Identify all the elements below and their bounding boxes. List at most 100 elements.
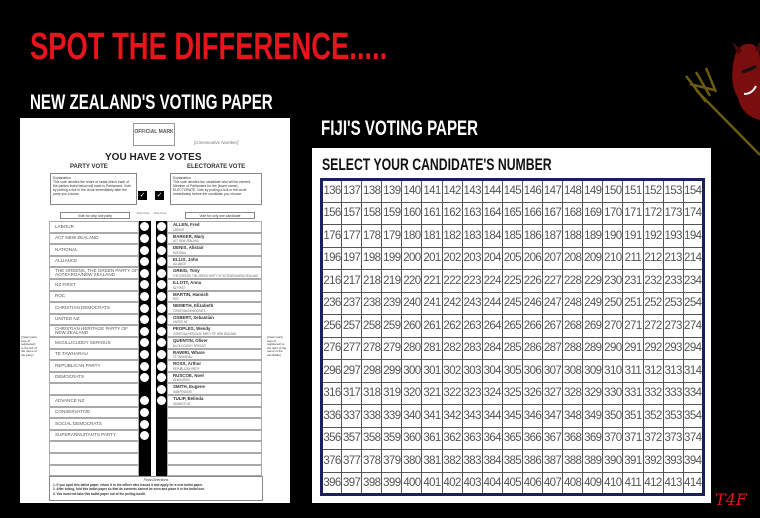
candidate-number-cell[interactable]: 402 bbox=[441, 471, 463, 495]
candidate-number-cell[interactable]: 381 bbox=[421, 449, 443, 473]
candidate-number-cell[interactable]: 150 bbox=[602, 179, 624, 203]
candidate-number-cell[interactable]: 397 bbox=[341, 471, 363, 495]
candidate-number-cell[interactable]: 414 bbox=[682, 471, 704, 495]
candidate-vote-circle[interactable] bbox=[157, 233, 166, 243]
candidate-number-cell[interactable]: 226 bbox=[521, 269, 544, 293]
candidate-number-cell[interactable]: 354 bbox=[682, 404, 704, 428]
candidate-number-cell[interactable]: 260 bbox=[401, 314, 423, 338]
candidate-number-cell[interactable]: 277 bbox=[341, 336, 363, 360]
candidate-number-cell[interactable]: 384 bbox=[481, 449, 503, 473]
candidate-number-cell[interactable]: 205 bbox=[501, 246, 523, 270]
candidate-number-cell[interactable]: 137 bbox=[341, 179, 363, 203]
candidate-number-cell[interactable]: 309 bbox=[582, 359, 604, 383]
candidate-number-cell[interactable]: 299 bbox=[381, 359, 403, 383]
candidate-number-cell[interactable]: 284 bbox=[481, 336, 503, 360]
party-vote-circle[interactable] bbox=[140, 361, 149, 371]
candidate-number-cell[interactable]: 407 bbox=[542, 471, 564, 495]
candidate-number-cell[interactable]: 142 bbox=[441, 179, 463, 203]
candidate-vote-circle[interactable] bbox=[157, 222, 166, 232]
candidate-number-cell[interactable]: 405 bbox=[501, 471, 523, 495]
candidate-number-cell[interactable]: 394 bbox=[682, 449, 704, 473]
candidate-number-cell[interactable]: 247 bbox=[542, 291, 564, 315]
candidate-number-cell[interactable]: 306 bbox=[521, 359, 544, 383]
candidate-vote-circle[interactable] bbox=[157, 384, 166, 394]
candidate-number-cell[interactable]: 204 bbox=[481, 246, 503, 270]
candidate-number-cell[interactable]: 160 bbox=[401, 201, 423, 225]
candidate-number-cell[interactable]: 157 bbox=[341, 201, 363, 225]
candidate-number-cell[interactable]: 346 bbox=[521, 404, 544, 428]
candidate-number-cell[interactable]: 323 bbox=[461, 381, 483, 405]
candidate-number-cell[interactable]: 197 bbox=[341, 246, 363, 270]
party-vote-circle[interactable] bbox=[140, 257, 149, 267]
party-vote-circle[interactable] bbox=[140, 326, 149, 336]
candidate-number-cell[interactable]: 289 bbox=[582, 336, 604, 360]
candidate-number-cell[interactable]: 367 bbox=[542, 426, 564, 450]
candidate-number-cell[interactable]: 138 bbox=[361, 179, 383, 203]
candidate-number-cell[interactable]: 262 bbox=[441, 314, 463, 338]
candidate-number-cell[interactable]: 173 bbox=[662, 201, 684, 225]
candidate-number-cell[interactable]: 342 bbox=[441, 404, 463, 428]
candidate-number-cell[interactable]: 294 bbox=[682, 336, 704, 360]
candidate-number-cell[interactable]: 391 bbox=[622, 449, 644, 473]
candidate-number-cell[interactable]: 158 bbox=[361, 201, 383, 225]
candidate-number-cell[interactable]: 349 bbox=[582, 404, 604, 428]
candidate-number-cell[interactable]: 353 bbox=[662, 404, 684, 428]
candidate-number-cell[interactable]: 372 bbox=[642, 426, 664, 450]
candidate-number-cell[interactable]: 179 bbox=[381, 224, 403, 248]
candidate-number-cell[interactable]: 216 bbox=[320, 269, 343, 293]
candidate-number-cell[interactable]: 213 bbox=[662, 246, 684, 270]
candidate-number-cell[interactable]: 300 bbox=[401, 359, 423, 383]
candidate-number-cell[interactable]: 147 bbox=[542, 179, 564, 203]
candidate-number-cell[interactable]: 317 bbox=[341, 381, 363, 405]
party-vote-circle[interactable] bbox=[140, 396, 149, 406]
candidate-number-cell[interactable]: 207 bbox=[542, 246, 564, 270]
candidate-vote-circle[interactable] bbox=[157, 303, 166, 313]
candidate-number-cell[interactable]: 350 bbox=[602, 404, 624, 428]
candidate-number-cell[interactable]: 288 bbox=[562, 336, 584, 360]
candidate-number-cell[interactable]: 192 bbox=[642, 224, 664, 248]
candidate-number-cell[interactable]: 380 bbox=[401, 449, 423, 473]
candidate-number-cell[interactable]: 237 bbox=[341, 291, 363, 315]
candidate-number-cell[interactable]: 329 bbox=[582, 381, 604, 405]
candidate-number-cell[interactable]: 163 bbox=[461, 201, 483, 225]
candidate-number-cell[interactable]: 339 bbox=[381, 404, 403, 428]
candidate-number-cell[interactable]: 340 bbox=[401, 404, 423, 428]
candidate-number-cell[interactable]: 276 bbox=[320, 336, 343, 360]
candidate-number-cell[interactable]: 164 bbox=[481, 201, 503, 225]
candidate-number-cell[interactable]: 382 bbox=[441, 449, 463, 473]
candidate-number-cell[interactable]: 167 bbox=[542, 201, 564, 225]
candidate-number-cell[interactable]: 268 bbox=[562, 314, 584, 338]
candidate-number-cell[interactable]: 286 bbox=[521, 336, 544, 360]
candidate-number-cell[interactable]: 392 bbox=[642, 449, 664, 473]
candidate-number-cell[interactable]: 252 bbox=[642, 291, 664, 315]
candidate-number-cell[interactable]: 180 bbox=[401, 224, 423, 248]
candidate-number-cell[interactable]: 253 bbox=[662, 291, 684, 315]
candidate-number-cell[interactable]: 330 bbox=[602, 381, 624, 405]
candidate-number-cell[interactable]: 181 bbox=[421, 224, 443, 248]
party-vote-circle[interactable] bbox=[140, 431, 149, 441]
candidate-number-cell[interactable]: 410 bbox=[602, 471, 624, 495]
candidate-number-cell[interactable]: 269 bbox=[582, 314, 604, 338]
candidate-number-cell[interactable]: 203 bbox=[461, 246, 483, 270]
party-vote-circle[interactable] bbox=[140, 338, 149, 348]
candidate-number-cell[interactable]: 296 bbox=[320, 359, 343, 383]
candidate-number-cell[interactable]: 304 bbox=[481, 359, 503, 383]
candidate-number-cell[interactable]: 232 bbox=[642, 269, 664, 293]
candidate-number-cell[interactable]: 280 bbox=[401, 336, 423, 360]
candidate-number-cell[interactable]: 271 bbox=[622, 314, 644, 338]
candidate-number-cell[interactable]: 200 bbox=[401, 246, 423, 270]
candidate-number-cell[interactable]: 285 bbox=[501, 336, 523, 360]
candidate-number-cell[interactable]: 385 bbox=[501, 449, 523, 473]
candidate-number-cell[interactable]: 139 bbox=[381, 179, 403, 203]
candidate-number-cell[interactable]: 141 bbox=[421, 179, 443, 203]
candidate-number-cell[interactable]: 166 bbox=[521, 201, 544, 225]
candidate-number-cell[interactable]: 366 bbox=[521, 426, 544, 450]
candidate-number-cell[interactable]: 404 bbox=[481, 471, 503, 495]
candidate-number-cell[interactable]: 136 bbox=[320, 179, 343, 203]
candidate-number-cell[interactable]: 149 bbox=[582, 179, 604, 203]
candidate-number-cell[interactable]: 406 bbox=[521, 471, 544, 495]
candidate-number-cell[interactable]: 401 bbox=[421, 471, 443, 495]
candidate-number-cell[interactable]: 146 bbox=[521, 179, 544, 203]
candidate-number-cell[interactable]: 240 bbox=[401, 291, 423, 315]
candidate-number-cell[interactable]: 187 bbox=[542, 224, 564, 248]
